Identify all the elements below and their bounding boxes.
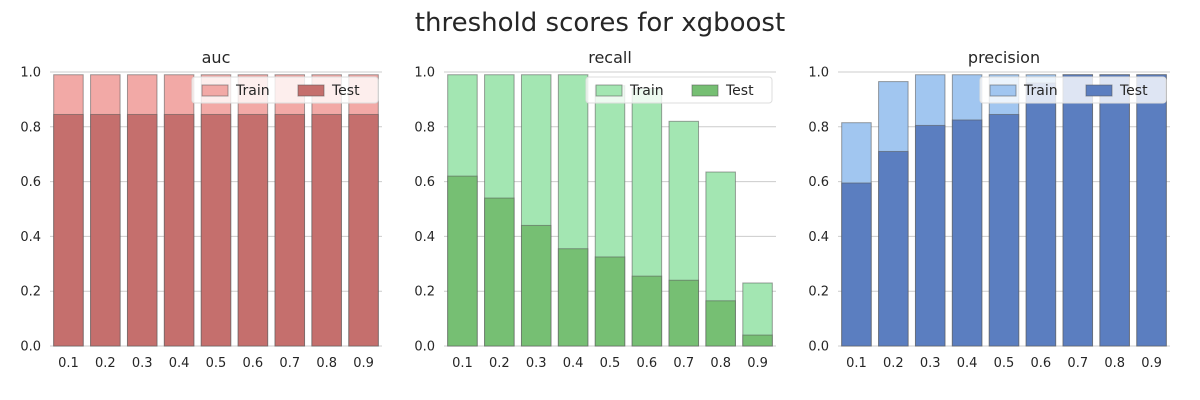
bar-test-0.6 — [1025, 82, 1057, 347]
y-tick-label: 0.6 — [414, 175, 435, 190]
bar-test-0.7 — [668, 279, 700, 347]
legend-label-train: Train — [1023, 83, 1058, 99]
panel-title: precision — [968, 48, 1040, 67]
x-tick-label: 0.7 — [279, 356, 300, 371]
x-tick-label: 0.2 — [883, 356, 904, 371]
x-tick-label: 0.4 — [169, 356, 190, 371]
y-tick-label: 0.2 — [20, 285, 41, 300]
x-tick-label: 0.1 — [452, 356, 473, 371]
chart-panel-auc: 0.0 0.2 0.4 0.6 0.8 1.0 0.1 0.2 0.3 0.4 0.5 0.6 0.7 0… — [20, 48, 382, 371]
bar-test-0.1 — [53, 113, 84, 347]
legend-swatch-train — [989, 84, 1017, 97]
bar-test-0.4 — [557, 248, 589, 347]
x-tick-label: 0.6 — [1031, 356, 1052, 371]
x-tick-label: 0.4 — [563, 356, 584, 371]
bar-test-0.9 — [348, 113, 379, 347]
bar-test-0.3 — [520, 224, 552, 347]
figure-title: threshold scores for xgboost — [415, 8, 785, 38]
bar-test-0.8 — [1099, 74, 1130, 347]
y-tick-label: 0.0 — [414, 340, 435, 355]
legend-label-test: Test — [331, 83, 360, 99]
bar-test-0.5 — [988, 113, 1020, 347]
y-tick-label: 0.8 — [414, 120, 435, 135]
y-tick-label: 0.0 — [808, 340, 829, 355]
y-tick-label: 0.4 — [414, 230, 435, 245]
bar-test-0.4 — [951, 119, 983, 347]
x-tick-label: 0.5 — [994, 356, 1015, 371]
legend: Train Test — [585, 76, 773, 104]
bar-test-0.6 — [237, 113, 269, 347]
bar-test-0.8 — [705, 300, 736, 347]
chart-panel-recall: 0.0 0.2 0.4 0.6 0.8 1.0 0.1 0.2 0.3 0.4 0.5 0.6 0.7 0… — [414, 48, 776, 371]
x-tick-label: 0.8 — [710, 356, 731, 371]
legend-box — [585, 76, 773, 104]
x-tick-label: 0.7 — [673, 356, 694, 371]
legend-label-test: Test — [1119, 83, 1148, 99]
x-tick-label: 0.5 — [206, 356, 227, 371]
bar-test-0.5 — [594, 256, 626, 347]
x-tick-label: 0.1 — [58, 356, 79, 371]
legend-box — [191, 76, 379, 104]
legend-label-train: Train — [629, 83, 664, 99]
bar-test-0.3 — [126, 113, 158, 347]
bar-test-0.7 — [274, 113, 306, 347]
bar-test-0.8 — [311, 113, 342, 347]
bar-test-0.3 — [914, 124, 946, 347]
legend-label-train: Train — [235, 83, 270, 99]
x-tick-label: 0.3 — [132, 356, 153, 371]
y-tick-label: 1.0 — [414, 66, 435, 81]
y-tick-label: 0.2 — [414, 285, 435, 300]
y-tick-label: 0.6 — [808, 175, 829, 190]
bar-test-0.6 — [631, 275, 663, 347]
x-tick-label: 0.5 — [600, 356, 621, 371]
y-tick-label: 0.4 — [808, 230, 829, 245]
x-tick-label: 0.6 — [243, 356, 264, 371]
bar-test-0.1 — [841, 182, 872, 347]
y-tick-label: 0.8 — [808, 120, 829, 135]
legend-swatch-test — [297, 84, 325, 97]
bar-test-0.1 — [447, 175, 478, 347]
legend-swatch-train — [201, 84, 229, 97]
y-tick-label: 0.2 — [808, 285, 829, 300]
x-tick-label: 0.9 — [1141, 356, 1162, 371]
bar-test-0.4 — [163, 113, 195, 347]
panel-title: auc — [202, 48, 231, 67]
x-tick-label: 0.3 — [920, 356, 941, 371]
bar-test-0.7 — [1062, 74, 1094, 347]
bar-test-0.5 — [200, 113, 232, 347]
legend-box — [979, 76, 1167, 104]
y-tick-label: 0.8 — [20, 120, 41, 135]
x-tick-label: 0.8 — [316, 356, 337, 371]
bar-test-0.9 — [742, 334, 773, 347]
panel-title: recall — [588, 48, 632, 67]
bar-test-0.2 — [484, 197, 515, 347]
chart-panel-precision: 0.0 0.2 0.4 0.6 0.8 1.0 0.1 0.2 0.3 0.4 0.5 0.6 0.7 0… — [808, 48, 1170, 371]
y-tick-label: 1.0 — [808, 66, 829, 81]
legend-label-test: Test — [725, 83, 754, 99]
bar-test-0.9 — [1136, 74, 1167, 347]
x-tick-label: 0.9 — [353, 356, 374, 371]
chart-panels: 0.0 0.2 0.4 0.6 0.8 1.0 0.1 0.2 0.3 0.4 0.5 0.6 0.7 0… — [20, 48, 1170, 371]
legend-swatch-test — [1085, 84, 1113, 97]
x-tick-label: 0.9 — [747, 356, 768, 371]
legend-swatch-test — [691, 84, 719, 97]
x-tick-label: 0.4 — [957, 356, 978, 371]
legend: Train Test — [979, 76, 1167, 104]
x-tick-label: 0.3 — [526, 356, 547, 371]
y-tick-label: 0.6 — [20, 175, 41, 190]
y-tick-label: 0.0 — [20, 340, 41, 355]
y-tick-label: 1.0 — [20, 66, 41, 81]
x-tick-label: 0.6 — [637, 356, 658, 371]
x-tick-label: 0.8 — [1104, 356, 1125, 371]
legend: Train Test — [191, 76, 379, 104]
x-tick-label: 0.1 — [846, 356, 867, 371]
bar-test-0.2 — [90, 113, 121, 347]
x-tick-label: 0.2 — [489, 356, 510, 371]
bar-test-0.2 — [878, 150, 909, 347]
y-tick-label: 0.4 — [20, 230, 41, 245]
legend-swatch-train — [595, 84, 623, 97]
x-tick-label: 0.7 — [1067, 356, 1088, 371]
x-tick-label: 0.2 — [95, 356, 116, 371]
